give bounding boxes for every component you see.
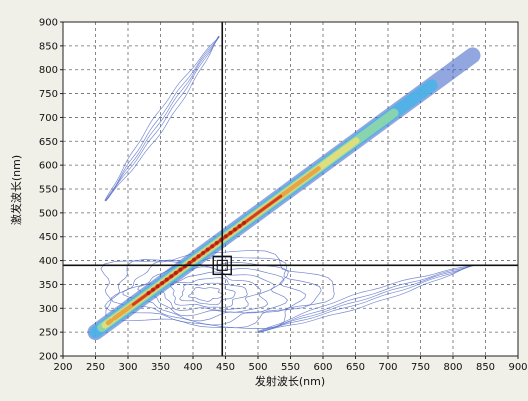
x-tick-label-450: 450 xyxy=(216,362,235,373)
contour-ring xyxy=(104,256,322,329)
x-tick-label-900: 900 xyxy=(508,362,527,373)
scatter-band-layer xyxy=(87,47,481,341)
x-tick-label-350: 350 xyxy=(151,362,170,373)
band-peak-dot xyxy=(187,260,192,265)
band-peak-dot xyxy=(155,284,160,289)
scatter-contour-line xyxy=(104,36,220,201)
crosshair-cursor-inner xyxy=(216,259,228,271)
y-tick-label-600: 600 xyxy=(39,161,58,172)
y-tick-label-550: 550 xyxy=(39,185,58,196)
band-peak-dot xyxy=(160,280,165,285)
y-tick-label-750: 750 xyxy=(39,89,58,100)
band-peak-dot xyxy=(223,234,228,239)
scatter-contour-line xyxy=(257,265,473,333)
scatter-contour-line xyxy=(105,35,219,202)
x-axis-ticks: 200 250 300 350 400 450 500 550 600 650 700 750 800 8… xyxy=(53,356,528,373)
x-tick-label-650: 650 xyxy=(346,362,365,373)
scatter-contour-line xyxy=(105,36,220,202)
scatter-contour-line xyxy=(104,36,220,201)
band-peak-dot xyxy=(192,257,196,262)
x-tick-label-800: 800 xyxy=(443,362,462,373)
band-peak-dot xyxy=(228,230,233,235)
y-tick-label-200: 200 xyxy=(39,352,58,363)
scatter-contour-line xyxy=(258,264,473,334)
scatter-contour-line xyxy=(257,265,473,333)
band-peak-dot xyxy=(178,267,183,272)
x-tick-label-850: 850 xyxy=(476,362,495,373)
band-peak-dot xyxy=(237,224,242,229)
x-tick-label-600: 600 xyxy=(313,362,332,373)
x-tick-label-250: 250 xyxy=(86,362,105,373)
y-tick-label-500: 500 xyxy=(39,208,58,219)
band-peak-dot xyxy=(205,247,210,252)
scatter-contour-line xyxy=(257,265,473,332)
scatter-contour-line xyxy=(105,35,220,202)
x-tick-label-750: 750 xyxy=(411,362,430,373)
band-peak-dot xyxy=(242,220,247,225)
y-tick-label-250: 250 xyxy=(39,328,58,339)
contour-ring xyxy=(154,271,262,311)
y-axis-title: 激发波长(nm) xyxy=(9,155,23,225)
contour-ring xyxy=(170,277,248,308)
scatter-contour-line xyxy=(258,264,473,333)
contour-layer xyxy=(100,35,473,334)
x-tick-label-400: 400 xyxy=(183,362,202,373)
y-tick-label-850: 850 xyxy=(39,41,58,52)
band-peak-dot xyxy=(214,240,219,245)
y-tick-label-700: 700 xyxy=(39,113,58,124)
band-peak-dot xyxy=(196,254,201,259)
y-tick-label-400: 400 xyxy=(39,256,58,267)
y-tick-label-350: 350 xyxy=(39,280,58,291)
band-layer-4 xyxy=(105,318,114,326)
contour-ring xyxy=(110,259,306,326)
band-peak-dot xyxy=(169,274,174,279)
y-tick-label-300: 300 xyxy=(39,304,58,315)
crosshair xyxy=(63,22,518,356)
band-peak-dot xyxy=(173,270,178,275)
y-tick-label-650: 650 xyxy=(39,137,58,148)
y-axis-ticks: 200 250 300 350 400 450 500 550 600 650 700 750 800 8… xyxy=(39,18,63,363)
band-peak-dot xyxy=(164,277,169,282)
x-tick-label-200: 200 xyxy=(53,362,72,373)
band-peak-dot xyxy=(146,290,151,295)
x-tick-label-300: 300 xyxy=(118,362,137,373)
contour-ring xyxy=(187,287,224,302)
crosshair-cursor-box xyxy=(212,255,232,276)
x-axis-title: 发射波长(nm) xyxy=(255,374,325,388)
y-tick-label-900: 900 xyxy=(39,18,58,29)
x-tick-label-500: 500 xyxy=(248,362,267,373)
band-peak-dot xyxy=(201,250,206,255)
band-peak-dot xyxy=(151,287,156,292)
y-tick-label-800: 800 xyxy=(39,65,58,76)
x-tick-label-700: 700 xyxy=(378,362,397,373)
y-tick-label-450: 450 xyxy=(39,232,58,243)
band-peak-dot xyxy=(210,244,215,249)
x-tick-label-550: 550 xyxy=(281,362,300,373)
band-peak-dot xyxy=(232,227,237,232)
